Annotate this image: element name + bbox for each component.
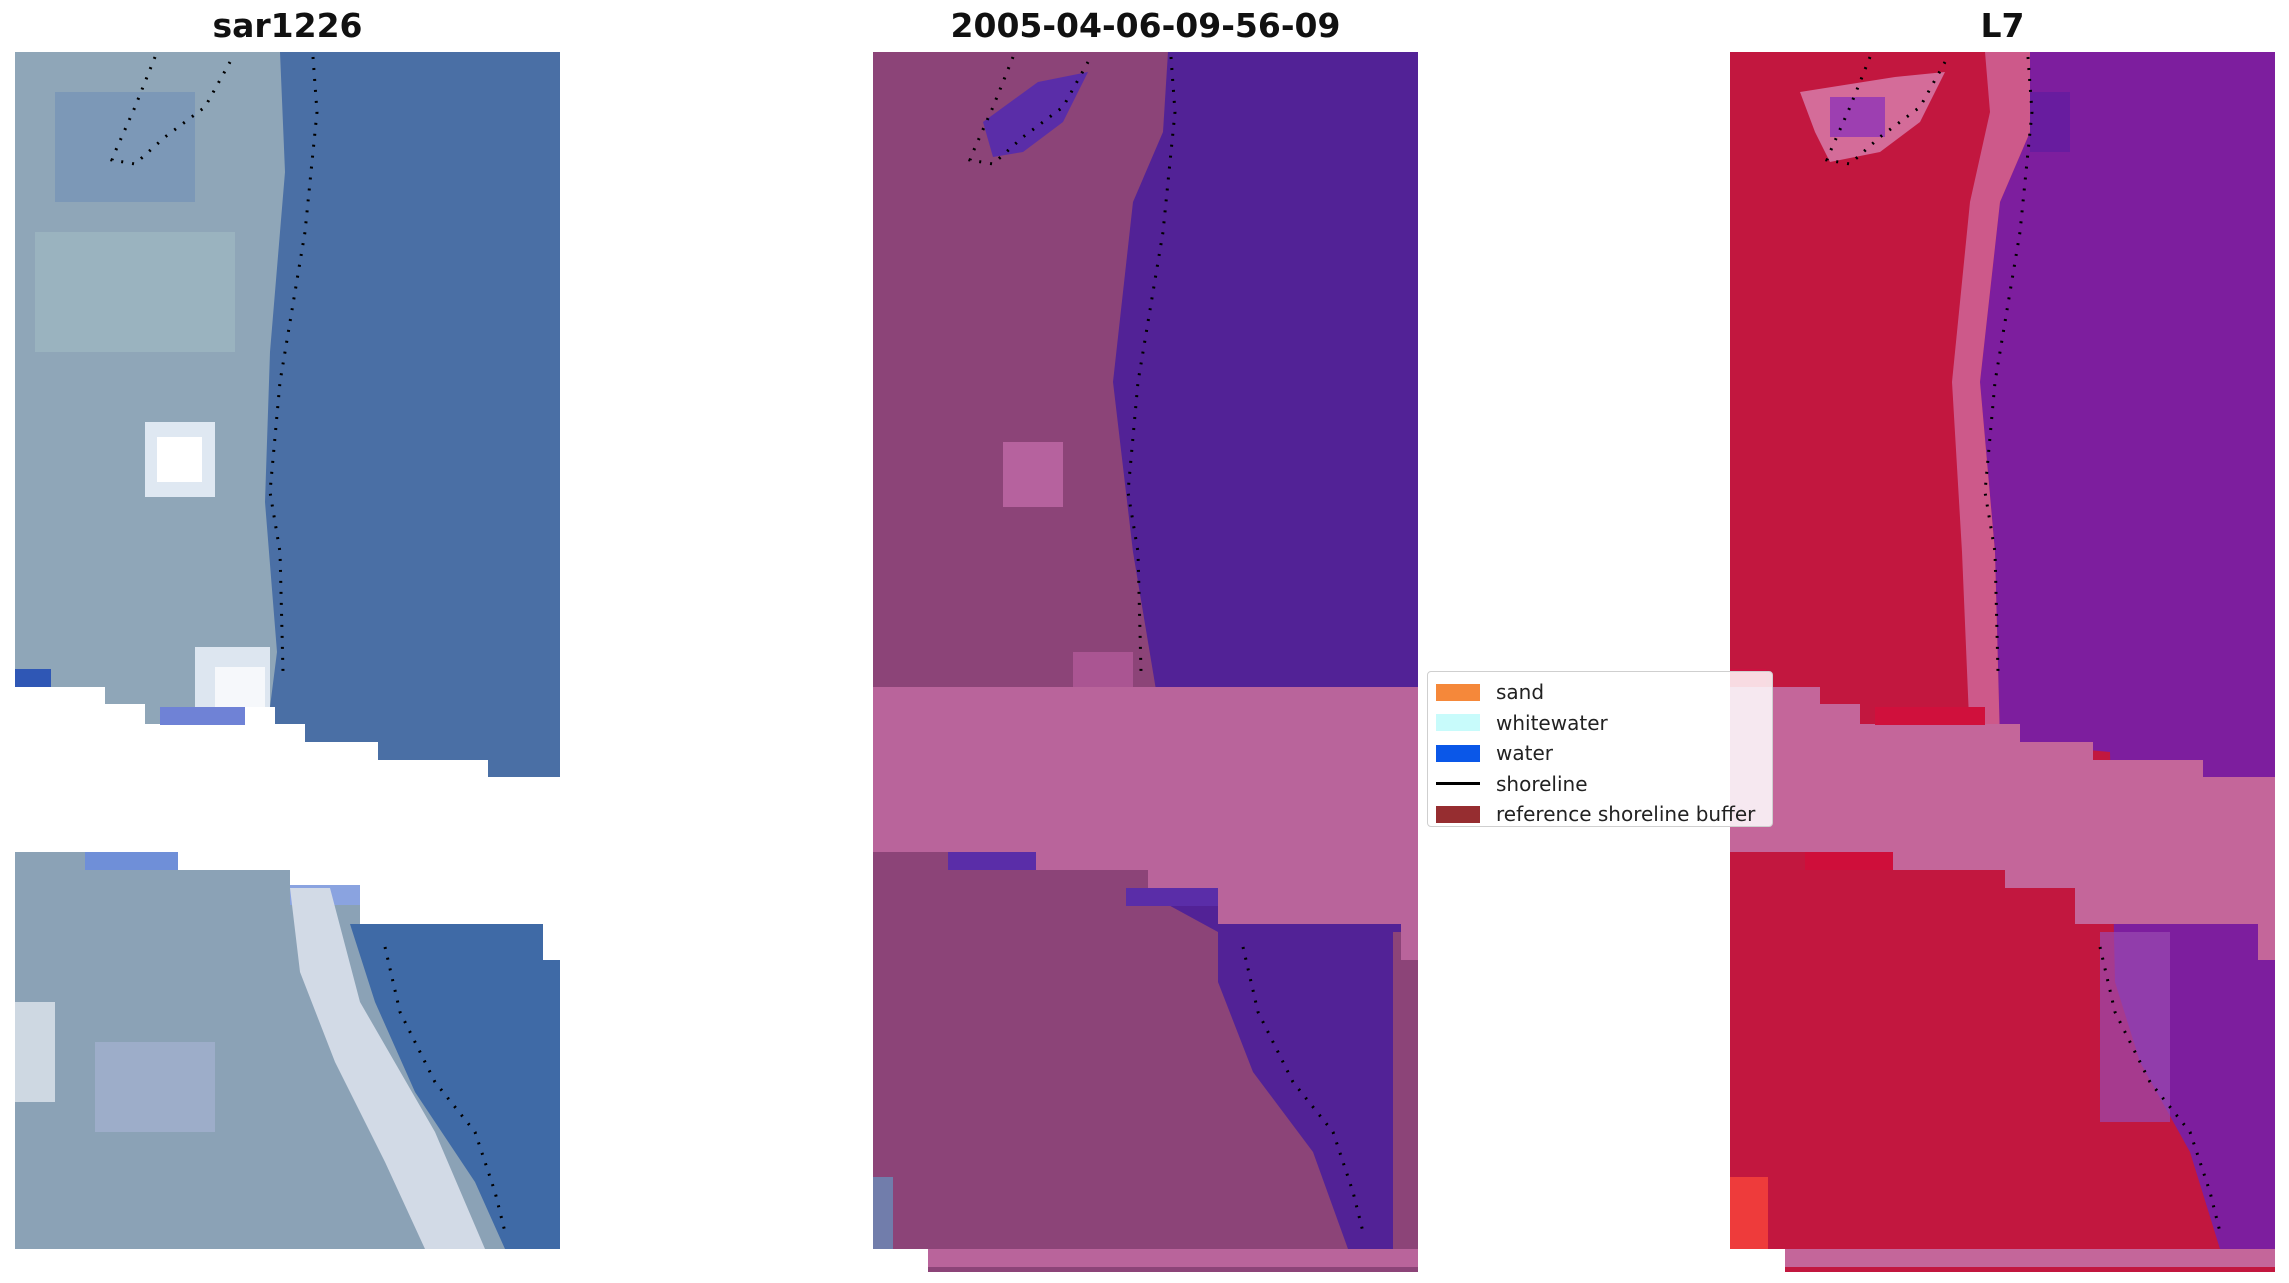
panel-title-2: 2005-04-06-09-56-09: [950, 6, 1341, 45]
legend-line-shoreline: [1436, 782, 1480, 786]
satellite-image-l7: [1730, 52, 2275, 1272]
image-panel-l7: [1730, 52, 2275, 1272]
legend-swatch-buffer: [1436, 805, 1480, 823]
legend-item-water: water: [1436, 738, 1772, 769]
legend-item-sand: sand: [1436, 677, 1772, 708]
legend: sand whitewater water shoreline referenc…: [1427, 671, 1773, 827]
legend-swatch-whitewater: [1436, 714, 1480, 732]
panel-title-1: sar1226: [212, 6, 363, 45]
classification-image: [873, 52, 1418, 1272]
legend-item-whitewater: whitewater: [1436, 708, 1772, 739]
legend-item-buffer: reference shoreline buffer: [1436, 799, 1772, 830]
legend-label-whitewater: whitewater: [1496, 710, 1608, 735]
legend-label-water: water: [1496, 741, 1553, 766]
image-panel-classified: [873, 52, 1418, 1272]
satellite-image-sar: [15, 52, 560, 1249]
panel-title-3: L7: [1980, 6, 2025, 45]
legend-swatch-sand: [1436, 683, 1480, 701]
legend-label-shoreline: shoreline: [1496, 771, 1588, 796]
image-panel-sar: [15, 52, 560, 1272]
legend-label-buffer: reference shoreline buffer: [1496, 802, 1756, 827]
legend-swatch-water: [1436, 744, 1480, 762]
legend-label-sand: sand: [1496, 680, 1545, 705]
legend-item-shoreline: shoreline: [1436, 769, 1772, 800]
